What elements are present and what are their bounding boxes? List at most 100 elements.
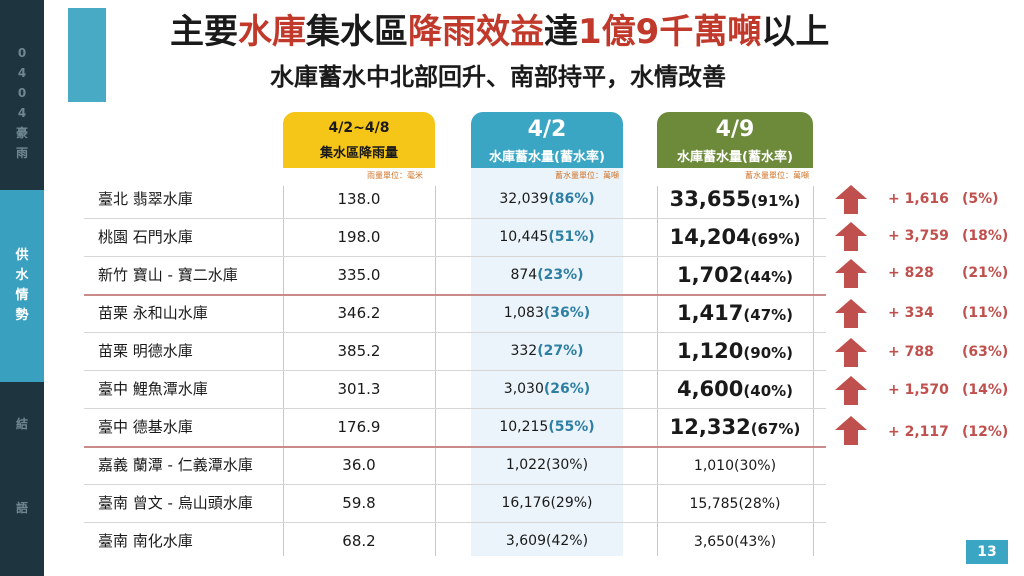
rainfall-value: 346.2 [337,304,381,322]
increase-value: + 1,616 [888,191,949,207]
storage-0409-value: 33,655 [669,187,751,211]
storage-0409-rate: (28%) [738,496,781,512]
storage-0402-rate: (27%) [537,343,584,359]
storage-0409-value: 14,204 [669,225,751,249]
storage-0409-rate: (44%) [743,268,794,286]
increase-rate: (5%) [962,191,999,207]
column-highlight [471,168,623,556]
unit-storage-0402: 蓄水量單位：萬噸 [555,171,619,180]
page-title: 主要水庫集水區降雨效益達1億9千萬噸以上 [170,10,950,54]
reservoir-name: 嘉義 蘭潭 - 仁義潭水庫 [98,456,253,474]
table-row: 桃園 石門水庫 198.0 10,445(51%) 14,204(69%) [84,218,826,257]
storage-0409: 4,600(40%) [657,370,813,408]
storage-0402: 874(23%) [471,256,623,294]
storage-0402-rate: (36%) [543,305,591,321]
sidebar-char: 0 [17,86,27,100]
sidebar-section-0404[interactable]: 0 4 0 4 豪 雨 [0,28,44,178]
storage-0409-value: 1,010 [693,458,735,474]
title-part-highlight: 1億9千萬噸 [578,12,762,52]
storage-0409: 1,010(30%) [657,446,813,484]
storage-0402-value: 1,083 [503,305,544,321]
table-row: 臺中 德基水庫 176.9 10,215(55%) 12,332(67%) [84,408,826,448]
header-storage-0409-date: 4/9 [715,117,755,142]
increase-rate: (63%) [962,344,1009,360]
header-rainfall-date: 4/2~4/8 [328,120,390,136]
storage-0409-value: 1,417 [676,301,744,325]
up-arrow-icon [835,416,867,445]
up-arrow-icon [835,376,867,405]
increase-value: + 788 [888,344,934,360]
storage-0402-rate: (42%) [546,533,589,549]
reservoir-name: 臺南 曾文 - 烏山頭水庫 [98,494,253,512]
up-arrow-icon [835,299,867,328]
storage-0409-value: 3,650 [693,534,735,550]
rainfall-value: 301.3 [337,380,381,398]
sidebar-char: 語 [15,501,28,515]
storage-0402: 16,176(29%) [471,484,623,522]
storage-0402-value: 3,030 [503,381,544,397]
page-subtitle: 水庫蓄水中北部回升、南部持平，水情改善 [270,63,726,91]
storage-0402: 1,083(36%) [471,294,623,332]
sidebar-char: 雨 [15,146,28,160]
reservoir-name: 臺中 鯉魚潭水庫 [98,380,208,398]
reservoir-name: 苗栗 明德水庫 [98,342,193,360]
unit-rainfall: 雨量單位：毫米 [367,171,423,180]
storage-0402: 10,445(51%) [471,218,623,256]
sidebar-nav: 0 4 0 4 豪 雨 供 水 情 勢 結 語 [0,0,44,576]
increase-rate: (14%) [962,382,1009,398]
rainfall-value: 198.0 [337,228,381,246]
reservoir-name: 臺中 德基水庫 [98,418,193,436]
storage-0409: 14,204(69%) [657,218,813,256]
storage-0402-value: 10,215 [499,419,549,435]
up-arrow-icon [835,222,867,251]
storage-0402-value: 332 [510,343,538,359]
storage-0402-rate: (23%) [537,267,584,283]
column-divider [435,186,436,556]
page-number: 13 [966,540,1008,564]
storage-0409-rate: (47%) [743,306,794,324]
table-row: 臺北 翡翠水庫 138.0 32,039(86%) 33,655(91%) [84,180,826,219]
rainfall-value: 335.0 [337,266,381,284]
storage-0402: 10,215(55%) [471,408,623,446]
storage-0409: 1,417(47%) [657,294,813,332]
storage-0402: 332(27%) [471,332,623,370]
header-storage-0402: 4/2 水庫蓄水量(蓄水率) [471,112,623,168]
increase-value: + 1,570 [888,382,949,398]
storage-0409-rate: (69%) [750,230,801,248]
storage-0402-rate: (30%) [546,457,589,473]
increase-rate: (18%) [962,228,1009,244]
table-row: 苗栗 明德水庫 385.2 332(27%) 1,120(90%) [84,332,826,371]
header-rainfall-label: 集水區降雨量 [319,146,398,161]
rainfall-value: 59.8 [342,494,376,512]
reservoir-name: 新竹 寶山 - 寶二水庫 [98,266,238,284]
table-row: 臺中 鯉魚潭水庫 301.3 3,030(26%) 4,600(40%) [84,370,826,409]
storage-0409-value: 12,332 [669,415,751,439]
increase-rate: (11%) [962,305,1009,321]
sidebar-char: 結 [15,417,28,431]
storage-0409-value: 15,785 [689,496,739,512]
rainfall-value: 176.9 [337,418,381,436]
storage-0402-rate: (26%) [543,381,591,397]
title-part: 集水區 [306,12,408,52]
up-arrow-icon [835,338,867,367]
storage-0402: 3,030(26%) [471,370,623,408]
reservoir-name: 桃園 石門水庫 [98,228,193,246]
sidebar-section-conclusion-2[interactable]: 語 [0,488,44,528]
sidebar-section-water-supply[interactable]: 供 水 情 勢 [0,190,44,382]
sidebar-section-conclusion-1[interactable]: 結 [0,404,44,444]
up-arrow-icon [835,259,867,288]
storage-0402-value: 3,609 [505,533,547,549]
header-storage-0409-label: 水庫蓄水量(蓄水率) [677,150,793,165]
column-divider [813,186,814,556]
header-storage-0402-label: 水庫蓄水量(蓄水率) [489,150,605,165]
storage-0402-rate: (29%) [550,495,593,511]
header-storage-0409: 4/9 水庫蓄水量(蓄水率) [657,112,813,168]
sidebar-char: 供 [15,248,29,263]
table-row: 臺南 曾文 - 烏山頭水庫 59.8 16,176(29%) 15,785(28… [84,484,826,523]
header-storage-0402-date: 4/2 [527,117,567,142]
increase-rate: (21%) [962,265,1009,281]
sidebar-char: 4 [17,106,27,120]
storage-0409: 1,120(90%) [657,332,813,370]
sidebar-char: 4 [17,66,27,80]
table-row: 新竹 寶山 - 寶二水庫 335.0 874(23%) 1,702(44%) [84,256,826,296]
